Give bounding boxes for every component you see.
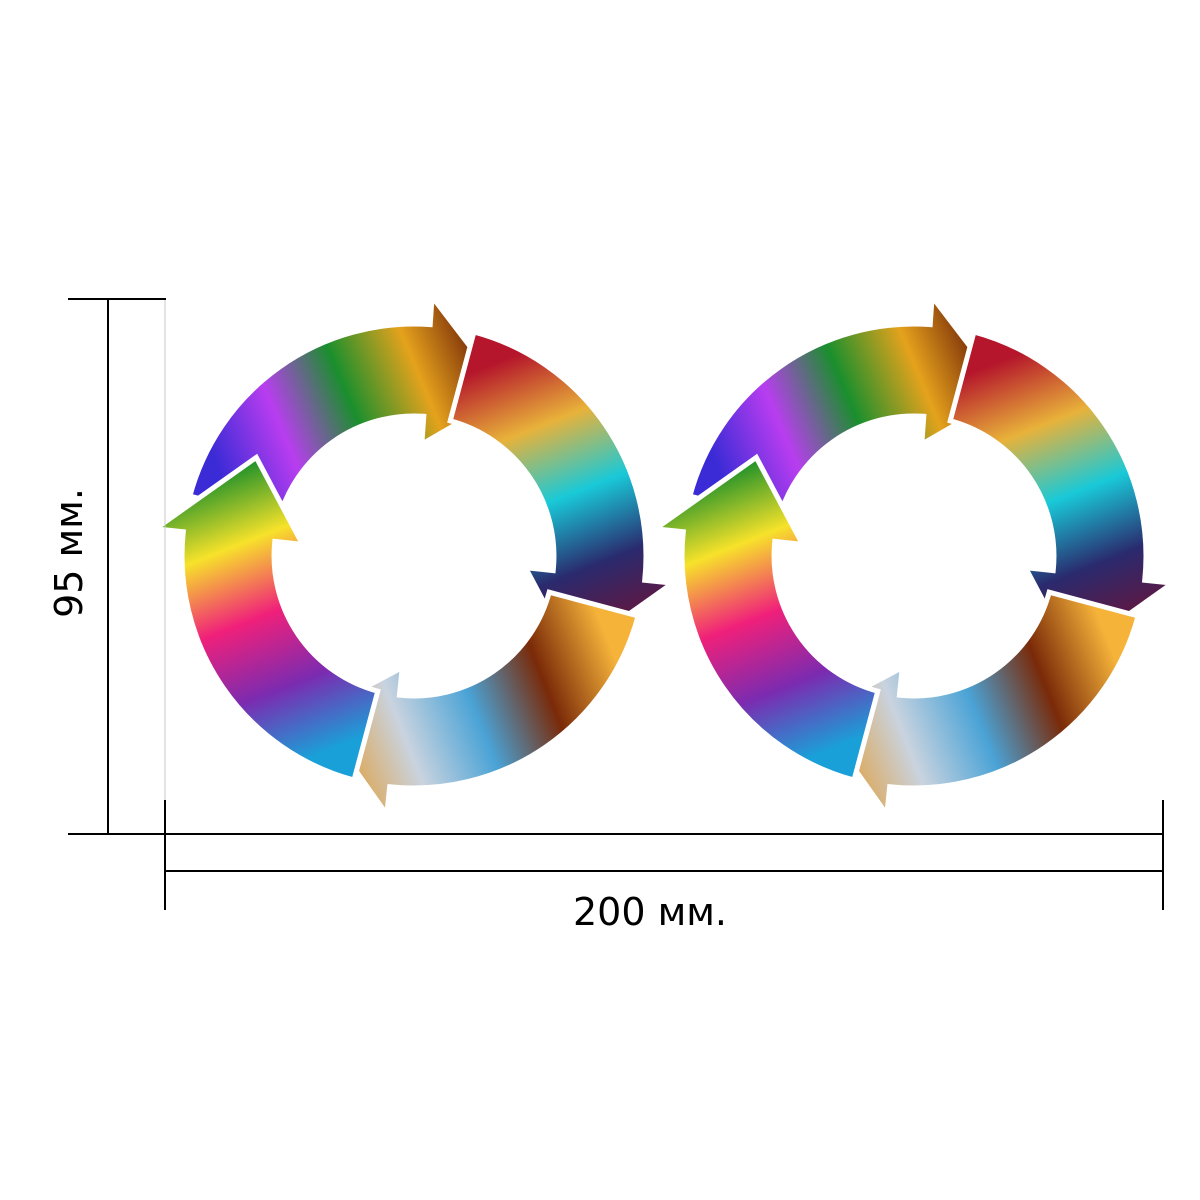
right-ring-arrow-right — [947, 328, 1180, 659]
right-ring — [648, 289, 1180, 822]
width-label: 200 мм. — [573, 890, 727, 934]
left-ring-arrow-left — [148, 453, 381, 784]
height-label: 95 мм. — [47, 488, 91, 618]
right-ring-arrow-left — [648, 453, 881, 784]
left-ring-arrow-right — [447, 328, 680, 659]
left-ring-arrow-top — [186, 289, 511, 523]
width-dimension: 200 мм. — [164, 800, 1164, 934]
right-ring-arrow-bottom — [811, 589, 1142, 822]
right-ring-arrow-top — [686, 289, 1011, 523]
left-ring-arrow-bottom — [311, 589, 642, 822]
left-ring — [148, 289, 680, 822]
height-dimension: 95 мм. — [47, 298, 166, 835]
